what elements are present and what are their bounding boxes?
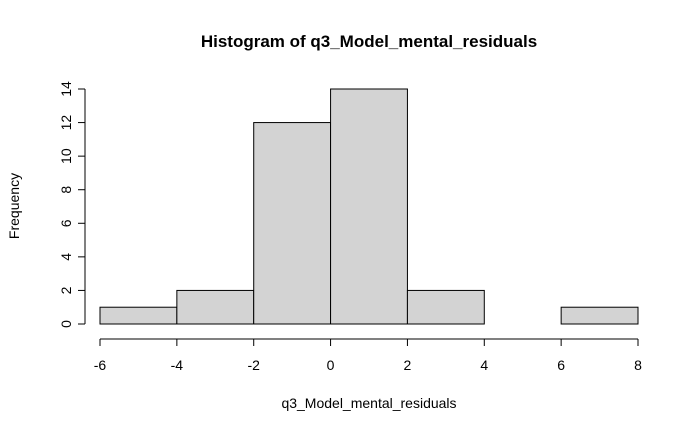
x-tick-label: 4	[480, 357, 488, 373]
y-tick-label: 10	[58, 148, 74, 164]
y-tick-label: 6	[58, 219, 74, 227]
bars-group	[99, 88, 639, 325]
histogram-bar	[560, 306, 639, 325]
y-axis-label: Frequency	[6, 173, 22, 239]
y-tick-label: 4	[58, 253, 74, 261]
x-axis: -6 -4 -2 0 2 4 6 8	[94, 338, 642, 373]
histogram-bar	[176, 289, 255, 325]
x-tick-label: -2	[247, 357, 260, 373]
histogram-bar	[99, 306, 178, 325]
x-tick-label: 8	[634, 357, 642, 373]
chart-title: Histogram of q3_Model_mental_residuals	[201, 32, 537, 51]
x-tick-label: 0	[327, 357, 335, 373]
x-axis-label: q3_Model_mental_residuals	[281, 395, 456, 411]
y-tick-label: 0	[58, 320, 74, 328]
histogram-bar	[253, 122, 332, 325]
x-tick-label: -4	[171, 357, 184, 373]
x-tick-label: -6	[94, 357, 107, 373]
y-tick-label: 14	[58, 81, 74, 97]
x-tick-label: 6	[557, 357, 565, 373]
x-tick-label: 2	[404, 357, 412, 373]
histogram-bar	[406, 289, 485, 325]
y-axis: 0 2 4 6 8 10 12 14	[58, 81, 86, 328]
y-tick-label: 8	[58, 186, 74, 194]
y-tick-label: 2	[58, 286, 74, 294]
y-tick-label: 12	[58, 115, 74, 131]
histogram-bar	[330, 88, 408, 325]
